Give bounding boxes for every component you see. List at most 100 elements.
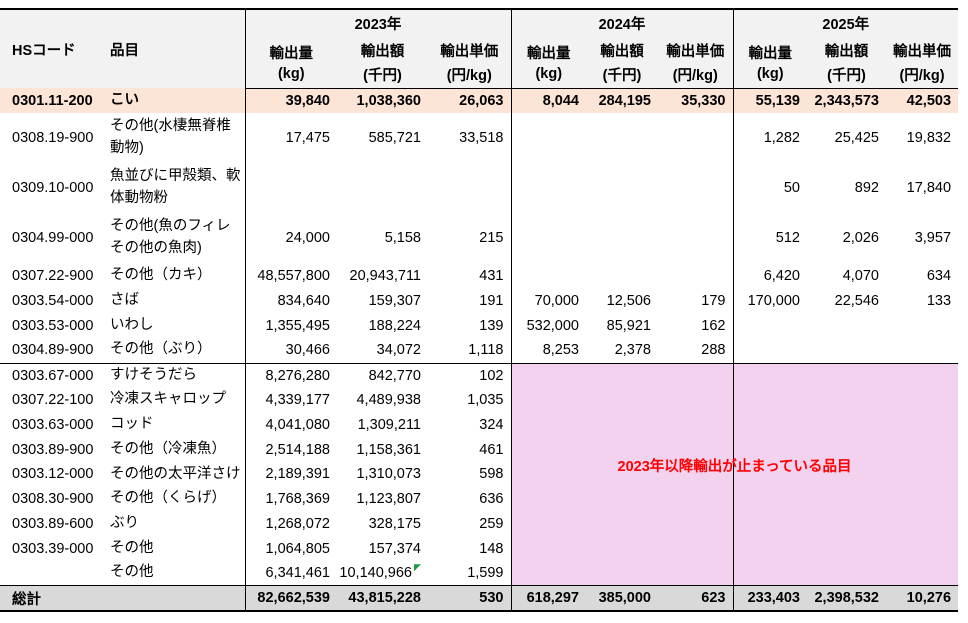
cell-value[interactable]: 5,158 [384, 230, 421, 246]
cell-value[interactable]: 188,224 [368, 317, 421, 334]
cell-value[interactable] [586, 213, 658, 263]
cell-value[interactable]: 42,503 [886, 88, 959, 113]
cell-value[interactable]: 2,189,391 [244, 462, 337, 487]
col-header-unit-price-2023[interactable]: 輸出単価 (円/kg) [428, 37, 511, 89]
col-header-export-value-2024[interactable]: 輸出額 (千円) [586, 37, 658, 89]
cell-value[interactable] [886, 313, 958, 338]
stopped-region-2024[interactable] [510, 362, 733, 586]
cell-value[interactable]: 1,268,072 [244, 511, 337, 537]
cell-value[interactable] [732, 338, 807, 363]
cell-value[interactable]: 4,489,938 [356, 392, 421, 409]
cell-value[interactable]: 4,070 [842, 267, 879, 284]
cell-value[interactable]: 2,378 [614, 342, 651, 359]
cell-value[interactable]: 842,770 [337, 362, 428, 388]
cell-item[interactable]: いわし [110, 316, 154, 333]
cell-value[interactable]: 618,297 [510, 585, 586, 612]
cell-hs-code[interactable]: 0308.30-900 [12, 491, 94, 508]
cell-value[interactable]: 532,000 [510, 313, 586, 338]
cell-value[interactable]: 25,425 [834, 130, 879, 146]
cell-value[interactable]: 35,330 [658, 88, 733, 113]
cell-value[interactable]: 8,276,280 [244, 362, 337, 388]
cell-value[interactable]: 10,140,966 [337, 561, 428, 586]
cell-value[interactable]: 8,253 [510, 338, 586, 363]
cell-hs-code[interactable]: 0303.53-000 [12, 317, 94, 334]
cell-item[interactable] [105, 585, 245, 612]
year-header-2025[interactable]: 2025年 [732, 9, 959, 37]
cell-value[interactable]: 2,343,573 [807, 88, 886, 113]
cell-hs-code[interactable]: 0303.12-000 [12, 466, 94, 483]
col-header-item[interactable]: 品目 [105, 9, 245, 88]
cell-item[interactable]: その他（冷凍魚） [110, 440, 226, 457]
cell-value[interactable]: 148 [479, 540, 504, 557]
cell-value[interactable]: 623 [658, 585, 733, 612]
cell-item[interactable]: すけそうだら [105, 362, 245, 388]
cell-value[interactable]: 1,309,211 [357, 416, 421, 433]
cell-item[interactable]: コッド [110, 416, 154, 433]
cell-value[interactable] [658, 213, 733, 263]
cell-value[interactable]: 19,832 [906, 130, 952, 146]
cell-value[interactable]: 598 [479, 466, 504, 483]
stopped-region-2025[interactable] [732, 362, 959, 586]
cell-hs-code[interactable]: 0308.19-900 [12, 130, 94, 146]
cell-value[interactable]: 2,398,532 [807, 585, 886, 612]
cell-value[interactable] [428, 163, 511, 213]
cell-value[interactable]: 2,514,188 [244, 437, 337, 463]
cell-value[interactable]: 1,158,361 [356, 441, 421, 458]
cell-value[interactable]: 43,815,228 [337, 585, 428, 612]
cell-value[interactable] [658, 163, 733, 213]
cell-value[interactable]: 133 [926, 292, 952, 309]
cell-hs-code[interactable] [0, 561, 105, 586]
cell-value[interactable]: 4,041,080 [244, 412, 337, 438]
cell-value[interactable]: 8,044 [510, 88, 586, 113]
col-header-unit-price-2024[interactable]: 輸出単価 (円/kg) [658, 37, 733, 89]
cell-value[interactable]: 634 [926, 267, 952, 284]
cell-value[interactable]: 4,339,177 [244, 387, 337, 413]
cell-value[interactable] [807, 338, 886, 363]
cell-value[interactable]: 6,341,461 [244, 561, 337, 586]
col-header-export-volume-2025[interactable]: 輸出量 (kg) [732, 37, 807, 89]
year-header-2023[interactable]: 2023年 [244, 9, 511, 37]
cell-hs-code[interactable]: 0304.89-900 [12, 342, 94, 359]
cell-value[interactable]: 159,307 [368, 292, 421, 309]
cell-hs-code[interactable]: 0309.10-000 [12, 180, 94, 196]
cell-value[interactable]: 179 [701, 292, 726, 309]
col-header-hs-code[interactable]: HSコード [0, 9, 105, 88]
year-header-2024[interactable]: 2024年 [510, 9, 733, 37]
cell-item[interactable]: 冷凍スキャロップ [110, 391, 226, 408]
cell-value[interactable]: 530 [428, 585, 511, 612]
cell-value[interactable]: 259 [479, 515, 504, 532]
cell-value[interactable]: 162 [701, 317, 726, 334]
cell-value[interactable]: 284,195 [586, 88, 658, 113]
cell-item[interactable]: その他（くらげ） [110, 490, 226, 507]
cell-value[interactable]: 512 [732, 213, 807, 263]
cell-value[interactable]: 2,026 [842, 230, 879, 246]
cell-value[interactable] [586, 113, 658, 163]
cell-hs-code[interactable]: 0304.99-000 [12, 230, 94, 246]
cell-value[interactable]: 1,282 [732, 113, 807, 163]
cell-value[interactable]: 1,355,495 [244, 313, 337, 338]
cell-value[interactable]: 892 [854, 180, 879, 196]
cell-value[interactable] [586, 163, 658, 213]
cell-hs-code[interactable]: 総計 [0, 585, 105, 612]
cell-value[interactable]: 34,072 [376, 342, 421, 359]
col-header-export-value-2023[interactable]: 輸出額 (千円) [337, 37, 428, 89]
cell-value[interactable]: 1,035 [467, 392, 504, 409]
cell-hs-code[interactable]: 0303.39-000 [12, 540, 94, 557]
cell-hs-code[interactable]: 0303.89-600 [12, 515, 94, 532]
cell-item[interactable]: その他 [110, 564, 154, 581]
cell-value[interactable] [807, 313, 886, 338]
cell-item[interactable]: 魚並びに甲殻類、軟体動物粉 [110, 168, 241, 206]
cell-value[interactable] [658, 113, 733, 163]
cell-value[interactable]: 17,475 [244, 113, 337, 163]
cell-value[interactable]: 39,840 [244, 88, 337, 113]
cell-value[interactable]: 12,506 [606, 292, 651, 309]
col-header-export-value-2025[interactable]: 輸出額 (千円) [807, 37, 886, 89]
cell-value[interactable]: 233,403 [732, 585, 807, 612]
cell-item[interactable]: その他の太平洋さけ [110, 465, 241, 482]
cell-hs-code[interactable]: 0303.89-900 [12, 441, 94, 458]
cell-value[interactable]: 636 [479, 491, 504, 508]
cell-value[interactable]: 22,546 [834, 292, 879, 309]
cell-value[interactable]: 139 [479, 317, 504, 334]
cell-value[interactable]: 288 [701, 342, 726, 359]
cell-item[interactable]: こい [105, 88, 245, 113]
